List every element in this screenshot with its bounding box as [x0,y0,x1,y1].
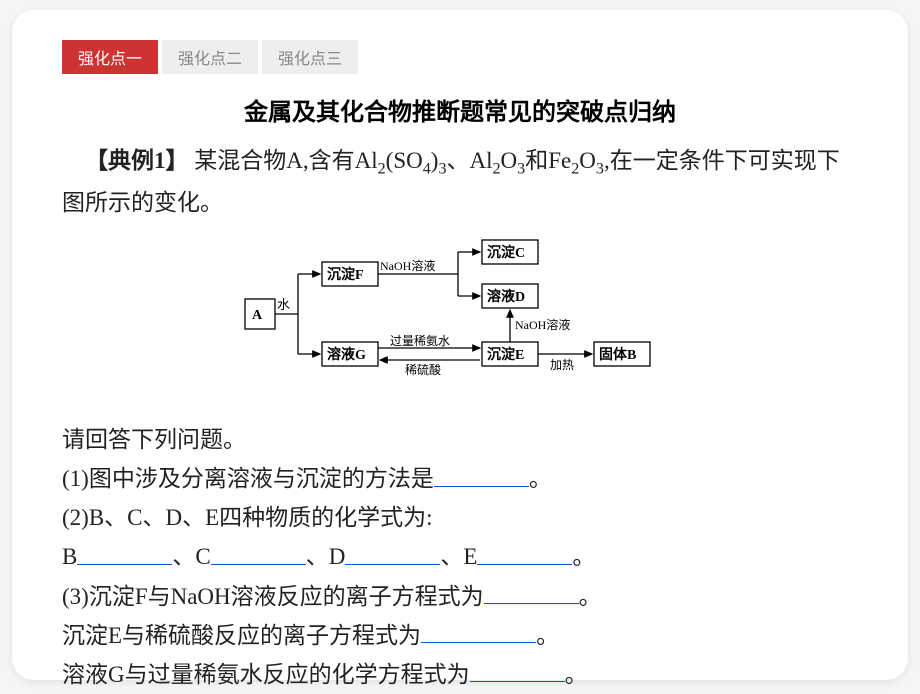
example-intro: 【典例1】 某混合物A,含有Al2(SO4)3、Al2O3和Fe2O3,在一定条… [62,141,858,222]
q3c-pre: 溶液G与过量稀氨水反应的化学方程式为 [62,662,470,687]
tab-1[interactable]: 强化点一 [62,40,158,74]
tab-3[interactable]: 强化点三 [262,40,358,74]
intro-text-1: 某混合物A,含有Al [189,148,378,173]
q3b-blank [421,616,536,644]
dg-G: 溶液G [327,346,366,363]
dg-C: 沉淀C [487,244,525,261]
dg-A: A [252,308,263,323]
q1-post: 。 [529,466,564,491]
dg-B: 固体B [599,346,636,363]
dg-ammonia: 过量稀氨水 [390,334,450,348]
dg-E: 沉淀E [487,346,524,363]
q2-end: 。 [572,544,607,569]
q3b: 沉淀E与稀硫酸反应的离子方程式为 。 [62,616,858,655]
q3a-pre: (3)沉淀F与NaOH溶液反应的离子方程式为 [62,584,484,609]
sub-so4: 4 [423,161,431,178]
q2-D: 、D [306,544,346,569]
sub-al2: 2 [378,161,386,178]
tabs-row: 强化点一 强化点二 强化点三 [62,40,858,74]
questions-prompt: 请回答下列问题。 [62,420,858,459]
dg-heat: 加热 [550,358,574,372]
q2-C: 、C [172,544,210,569]
q3c: 溶液G与过量稀氨水反应的化学方程式为 。 [62,655,858,694]
q1: (1)图中涉及分离溶液与沉淀的方法是 。 [62,459,858,498]
q3b-pre: 沉淀E与稀硫酸反应的离子方程式为 [62,623,421,648]
content-body: 【典例1】 某混合物A,含有Al2(SO4)3、Al2O3和Fe2O3,在一定条… [62,141,858,694]
dg-water: 水 [277,297,290,312]
sub-fe3: 3 [596,161,604,178]
q3c-post: 。 [565,662,600,687]
intro-o1: O [501,148,518,173]
diagram-container: A 水 沉淀F 溶液G NaOH溶液 沉淀C 溶液D NaOH溶液 过量稀氨水 … [62,228,858,412]
diagram-svg: A 水 沉淀F 溶液G NaOH溶液 沉淀C 溶液D NaOH溶液 过量稀氨水 … [240,234,680,394]
intro-sep2: 和Fe [525,148,571,173]
sub-al2o3-3: 3 [517,161,525,178]
dg-NaOH1: NaOH溶液 [380,258,435,273]
example-label: 【典例1】 [85,148,189,173]
q3c-blank [470,655,565,683]
q2-line2: B 、C 、D 、E 。 [62,537,858,576]
dg-F: 沉淀F [327,266,364,283]
intro-o2: O [579,148,596,173]
q1-pre: (1)图中涉及分离溶液与沉淀的方法是 [62,466,434,491]
q2-blank-D [345,537,440,565]
q3a-post: 。 [579,584,614,609]
page-card: 强化点一 强化点二 强化点三 金属及其化合物推断题常见的突破点归纳 【典例1】 … [12,10,908,680]
q3b-post: 。 [536,623,571,648]
intro-so4: (SO [386,148,423,173]
q2-B: B [62,544,77,569]
sub-3: 3 [438,161,446,178]
q3a: (3)沉淀F与NaOH溶液反应的离子方程式为 。 [62,577,858,616]
sub-al2o3-2: 2 [493,161,501,178]
dg-D: 溶液D [487,288,525,305]
q3a-blank [484,577,579,605]
q2-E: 、E [440,544,477,569]
q2-blank-E [477,537,572,565]
q1-blank [434,459,529,487]
dg-NaOH2: NaOH溶液 [515,317,570,332]
page-title: 金属及其化合物推断题常见的突破点归纳 [62,92,858,127]
dg-sulfuric: 稀硫酸 [405,362,441,377]
tab-2[interactable]: 强化点二 [162,40,258,74]
q2-blank-B [77,537,172,565]
q2-blank-C [211,537,306,565]
q2-line1: (2)B、C、D、E四种物质的化学式为: [62,498,858,537]
flow-diagram: A 水 沉淀F 溶液G NaOH溶液 沉淀C 溶液D NaOH溶液 过量稀氨水 … [230,228,690,400]
intro-sep1: 、Al [447,148,493,173]
